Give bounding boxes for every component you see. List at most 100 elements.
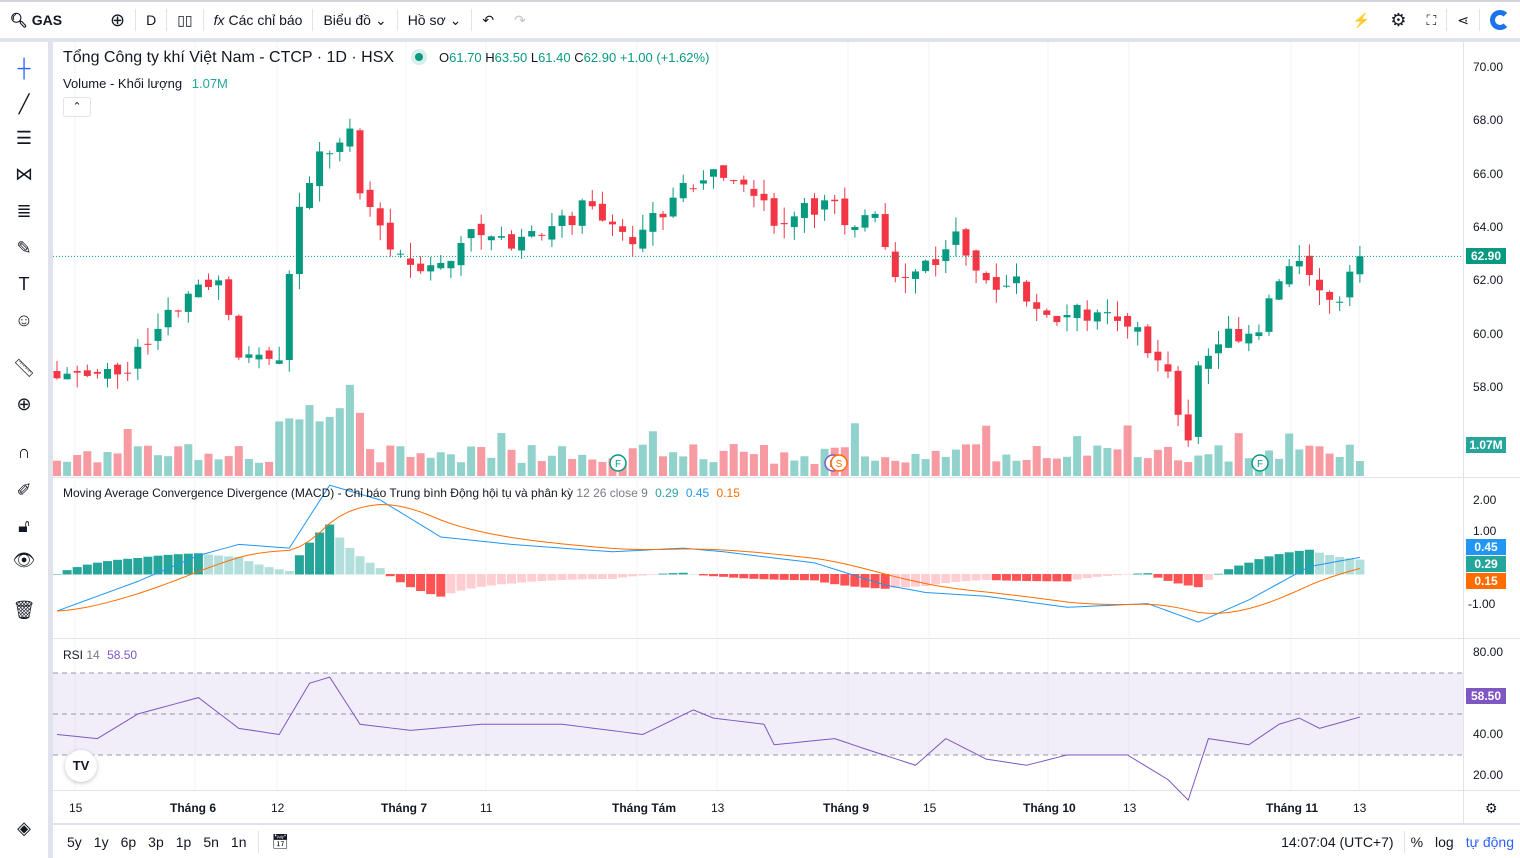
- candle-body: [790, 216, 798, 228]
- macd-histogram-bar: [1203, 574, 1213, 581]
- text-icon[interactable]: T: [18, 273, 30, 294]
- trend-line-icon[interactable]: ╱: [18, 93, 30, 114]
- pane-separator: [53, 477, 1520, 478]
- chart-type-button[interactable]: ▯▯: [167, 1, 202, 39]
- candle-body: [912, 271, 919, 279]
- volume-bar: [628, 448, 637, 476]
- range-1y[interactable]: 1y: [93, 833, 109, 850]
- macd-histogram-bar: [274, 569, 284, 575]
- time-axis-label: Tháng 9: [823, 801, 870, 815]
- range-3p[interactable]: 3p: [148, 833, 164, 850]
- share-button[interactable]: ⋖: [1447, 1, 1479, 39]
- candle-body: [215, 280, 223, 286]
- brush-icon[interactable]: ✎: [16, 237, 32, 258]
- macd-histogram-bar: [911, 574, 920, 587]
- log-toggle[interactable]: log: [1435, 833, 1454, 850]
- candle-body: [1002, 285, 1010, 287]
- emoji-icon[interactable]: ☺: [14, 309, 34, 330]
- macd-histogram-bar: [810, 574, 819, 581]
- macd-histogram-bar: [264, 567, 274, 575]
- macd-histogram-bar: [1022, 574, 1032, 581]
- magnet-icon[interactable]: ∩: [17, 441, 31, 462]
- volume-bar: [921, 459, 930, 476]
- volume-bar: [345, 384, 354, 476]
- macd-histogram-bar: [1143, 573, 1153, 575]
- settings-button[interactable]: ⚙: [1380, 1, 1416, 39]
- candle-body: [1174, 370, 1182, 415]
- range-1n[interactable]: 1n: [230, 833, 247, 850]
- volume-bar: [83, 451, 92, 476]
- time-axis-settings-icon[interactable]: ⚙: [1485, 800, 1498, 816]
- rsi-period: 14: [86, 648, 100, 662]
- volume-value: 1.07M: [191, 76, 228, 91]
- undo-button[interactable]: ↶: [472, 1, 504, 39]
- candle-body: [164, 309, 172, 328]
- eye-icon[interactable]: 👁︎: [12, 549, 36, 570]
- compare-button[interactable]: ⊕: [100, 1, 135, 39]
- layers-icon[interactable]: ◈: [17, 817, 31, 838]
- crosshair-icon[interactable]: ┼: [17, 57, 31, 78]
- trash-icon[interactable]: 🗑︎: [12, 599, 36, 620]
- volume-bar: [790, 460, 799, 476]
- macd-histogram-bar: [1012, 574, 1021, 581]
- close-label: C: [574, 50, 584, 65]
- axis-label: 64.00: [1473, 219, 1504, 234]
- volume-bar: [1345, 444, 1354, 476]
- projection-icon[interactable]: ≣: [16, 200, 32, 221]
- chart-canvas[interactable]: FDSF: [53, 42, 1520, 823]
- range-5y[interactable]: 5y: [67, 833, 82, 850]
- indicators-button[interactable]: fx Các chỉ báo: [204, 1, 313, 39]
- macd-histogram-bar: [1123, 574, 1133, 575]
- volume-bar: [477, 447, 486, 476]
- candle-body: [205, 279, 212, 287]
- time-axis-label: 13: [1123, 801, 1137, 815]
- candle-body: [558, 215, 566, 226]
- lock-drawing-icon[interactable]: ✐: [16, 479, 32, 500]
- candle-body: [1053, 315, 1061, 323]
- auto-toggle[interactable]: tự động: [1465, 833, 1514, 850]
- chart-area[interactable]: FDSF Tổng Công ty khí Việt Nam - CTCP · …: [53, 42, 1520, 823]
- macd-histogram-bar: [345, 547, 355, 575]
- range-1p[interactable]: 1p: [175, 833, 192, 850]
- zoom-in-icon[interactable]: ⊕: [16, 393, 32, 414]
- pattern-icon[interactable]: ⋈: [15, 163, 33, 184]
- quick-search-button[interactable]: ⚡: [1343, 1, 1380, 39]
- fullscreen-button[interactable]: ⛶: [1416, 1, 1446, 39]
- interval-button[interactable]: D: [146, 12, 157, 28]
- volume-bar: [699, 459, 708, 476]
- redo-button[interactable]: ↷: [504, 1, 536, 39]
- range-6p[interactable]: 6p: [120, 833, 137, 850]
- candle-body: [306, 183, 313, 209]
- collapse-legend-button[interactable]: ⌃: [63, 97, 91, 117]
- range-5n[interactable]: 5n: [203, 833, 219, 850]
- ruler-icon[interactable]: 📏︎: [12, 357, 36, 378]
- volume-bar: [547, 455, 556, 476]
- volume-bar: [719, 450, 728, 476]
- macd-histogram-bar: [951, 574, 961, 582]
- chart-menu[interactable]: Biểu đồ ⌄: [313, 1, 396, 39]
- macd-value: 0.45: [685, 486, 710, 500]
- macd-histogram-bar: [658, 573, 668, 575]
- rsi-value: 58.50: [107, 648, 138, 662]
- volume-bar: [315, 421, 324, 476]
- macd-histogram-bar: [618, 574, 628, 578]
- lock-icon[interactable]: 🔓︎: [18, 515, 30, 536]
- candle-body: [295, 206, 303, 275]
- profile-menu[interactable]: Hồ sơ ⌄: [398, 1, 472, 39]
- percent-toggle[interactable]: %: [1410, 833, 1424, 850]
- candle-body: [366, 189, 374, 208]
- candle-body: [437, 262, 445, 269]
- volume-bar: [214, 459, 223, 476]
- symbol-search[interactable]: 🔍︎ GAS: [0, 1, 100, 39]
- macd-histogram-bar: [769, 574, 779, 580]
- candle-body: [1356, 256, 1364, 275]
- candle-body: [780, 223, 788, 225]
- volume-bar: [558, 446, 566, 476]
- macd-histogram-bar: [749, 574, 759, 579]
- volume-bar: [73, 454, 82, 476]
- goto-date-icon[interactable]: 📅︎: [271, 833, 290, 849]
- macd-histogram-bar: [971, 574, 981, 581]
- candle-body: [1093, 312, 1101, 322]
- fib-icon[interactable]: ☰: [15, 127, 33, 148]
- macd-histogram-bar: [1062, 574, 1072, 582]
